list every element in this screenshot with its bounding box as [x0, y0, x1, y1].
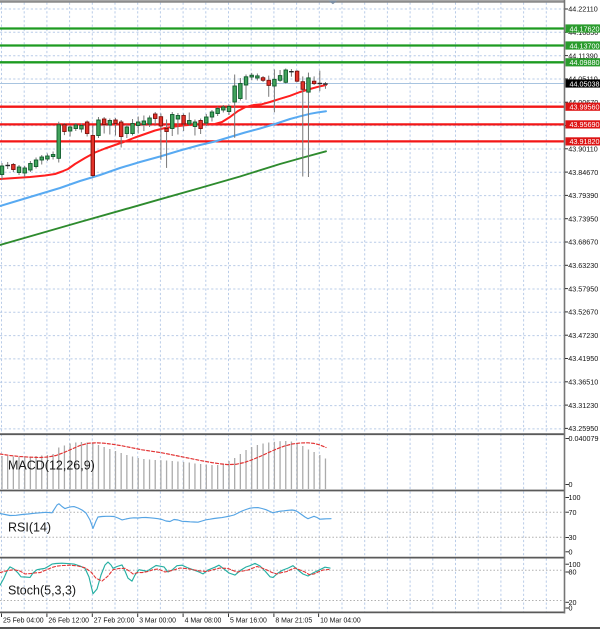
- svg-text:MACD(12,26,9): MACD(12,26,9): [8, 459, 95, 473]
- svg-text:30: 30: [569, 533, 577, 542]
- svg-text:10 Mar 04:00: 10 Mar 04:00: [320, 618, 361, 625]
- svg-text:43.52670: 43.52670: [568, 308, 598, 317]
- svg-text:70: 70: [569, 508, 577, 517]
- svg-text:43.63230: 43.63230: [568, 261, 598, 270]
- svg-text:0.040079: 0.040079: [569, 434, 599, 443]
- svg-text:43.84670: 43.84670: [568, 168, 598, 177]
- svg-text:43.36510: 43.36510: [568, 378, 598, 387]
- svg-text:43.79390: 43.79390: [568, 191, 598, 200]
- svg-text:25 Feb 04:00: 25 Feb 04:00: [3, 618, 44, 625]
- svg-text:44.22110: 44.22110: [568, 5, 597, 14]
- svg-text:26 Feb 12:00: 26 Feb 12:00: [48, 618, 89, 625]
- svg-text:5 Mar 16:00: 5 Mar 16:00: [230, 618, 267, 625]
- svg-text:43.47230: 43.47230: [568, 331, 598, 340]
- svg-text:8 Mar 21:05: 8 Mar 21:05: [275, 618, 312, 625]
- svg-text:44.05038: 44.05038: [570, 79, 600, 88]
- svg-text:Stoch(5,3,3): Stoch(5,3,3): [8, 584, 76, 598]
- svg-text:43.68670: 43.68670: [568, 238, 598, 247]
- svg-text:44.17620: 44.17620: [570, 24, 600, 33]
- svg-text:0: 0: [569, 604, 573, 613]
- svg-text:80: 80: [569, 568, 577, 577]
- svg-text:44.09880: 44.09880: [570, 58, 600, 67]
- svg-text:43.41950: 43.41950: [568, 354, 598, 363]
- svg-text:43.57950: 43.57950: [568, 284, 598, 293]
- svg-text:RSI(14): RSI(14): [8, 521, 51, 535]
- svg-text:43.95690: 43.95690: [570, 120, 600, 129]
- svg-text:43.31230: 43.31230: [568, 401, 598, 410]
- svg-text:43.73950: 43.73950: [568, 214, 598, 223]
- svg-text:3 Mar 00:00: 3 Mar 00:00: [139, 618, 176, 625]
- svg-text:0: 0: [569, 480, 573, 489]
- svg-text:43.91820: 43.91820: [570, 137, 600, 146]
- svg-text:0: 0: [569, 548, 573, 557]
- svg-text:4 Mar 08:00: 4 Mar 08:00: [185, 618, 222, 625]
- svg-text:44.13700: 44.13700: [570, 41, 600, 50]
- svg-text:43.25950: 43.25950: [568, 424, 598, 433]
- svg-text:43.99560: 43.99560: [570, 103, 600, 112]
- svg-text:100: 100: [569, 493, 581, 502]
- svg-text:27 Feb 20:00: 27 Feb 20:00: [94, 618, 135, 625]
